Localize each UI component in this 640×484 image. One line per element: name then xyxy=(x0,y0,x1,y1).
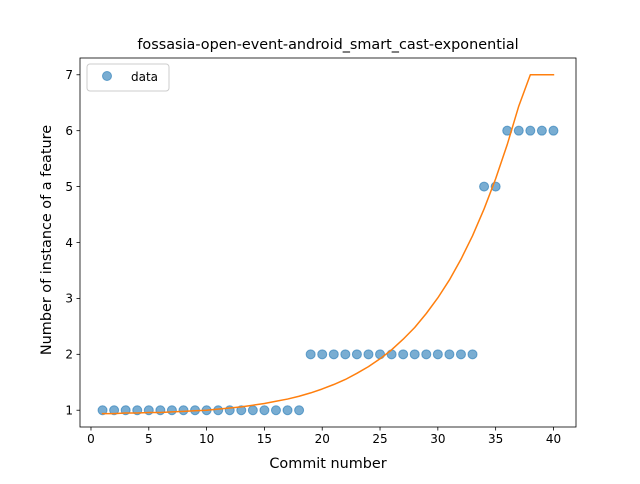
data-point xyxy=(178,405,189,416)
y-tick-label: 5 xyxy=(65,180,73,194)
data-point xyxy=(386,349,397,360)
data-point xyxy=(536,125,547,136)
y-tick-label: 1 xyxy=(65,404,73,418)
data-point xyxy=(247,405,258,416)
legend: data xyxy=(86,63,170,92)
data-point xyxy=(409,349,420,360)
x-tick-label: 25 xyxy=(372,432,387,446)
fit-line xyxy=(101,74,555,415)
data-point xyxy=(317,349,328,360)
data-point xyxy=(143,405,154,416)
axis-ticks: 0 5 10 15 20 25 30 35 40 1 2 3 4 5 6 7 xyxy=(65,68,561,446)
y-tick-label: 6 xyxy=(65,124,73,138)
data-point xyxy=(479,181,490,192)
y-tick-label: 3 xyxy=(65,292,73,306)
data-point xyxy=(166,405,177,416)
data-point xyxy=(213,405,224,416)
data-point xyxy=(259,405,270,416)
x-tick-label: 35 xyxy=(488,432,503,446)
data-point xyxy=(270,405,281,416)
data-point xyxy=(97,405,108,416)
x-tick-label: 5 xyxy=(145,432,153,446)
plot-area xyxy=(79,57,577,428)
data-point xyxy=(340,349,351,360)
y-tick-label: 7 xyxy=(65,68,73,82)
x-tick-label: 20 xyxy=(315,432,330,446)
chart-title: fossasia-open-event-android_smart_cast-e… xyxy=(137,37,518,53)
legend-label: data xyxy=(131,70,158,84)
data-point xyxy=(421,349,432,360)
data-point xyxy=(444,349,455,360)
data-point xyxy=(455,349,466,360)
y-axis-label: Number of instance of a feature xyxy=(39,125,55,355)
data-point xyxy=(375,349,386,360)
data-point xyxy=(328,349,339,360)
data-point xyxy=(282,405,293,416)
data-point xyxy=(109,405,120,416)
data-point xyxy=(398,349,409,360)
data-point xyxy=(155,405,166,416)
legend-box xyxy=(86,63,170,92)
data-layer xyxy=(97,74,559,416)
x-tick-label: 40 xyxy=(546,432,561,446)
y-tick-label: 2 xyxy=(65,348,73,362)
x-tick-label: 15 xyxy=(257,432,272,446)
x-tick-label: 10 xyxy=(199,432,214,446)
data-point xyxy=(236,405,247,416)
x-tick-label: 30 xyxy=(430,432,445,446)
y-tick-label: 4 xyxy=(65,236,73,250)
data-point xyxy=(513,125,524,136)
data-point xyxy=(305,349,316,360)
legend-marker xyxy=(102,71,112,81)
data-point xyxy=(525,125,536,136)
data-point xyxy=(548,125,559,136)
data-point xyxy=(351,349,362,360)
data-point xyxy=(432,349,443,360)
data-point xyxy=(294,405,305,416)
data-point xyxy=(363,349,374,360)
data-point xyxy=(467,349,478,360)
x-axis-label: Commit number xyxy=(269,456,386,472)
x-tick-label: 0 xyxy=(87,432,95,446)
